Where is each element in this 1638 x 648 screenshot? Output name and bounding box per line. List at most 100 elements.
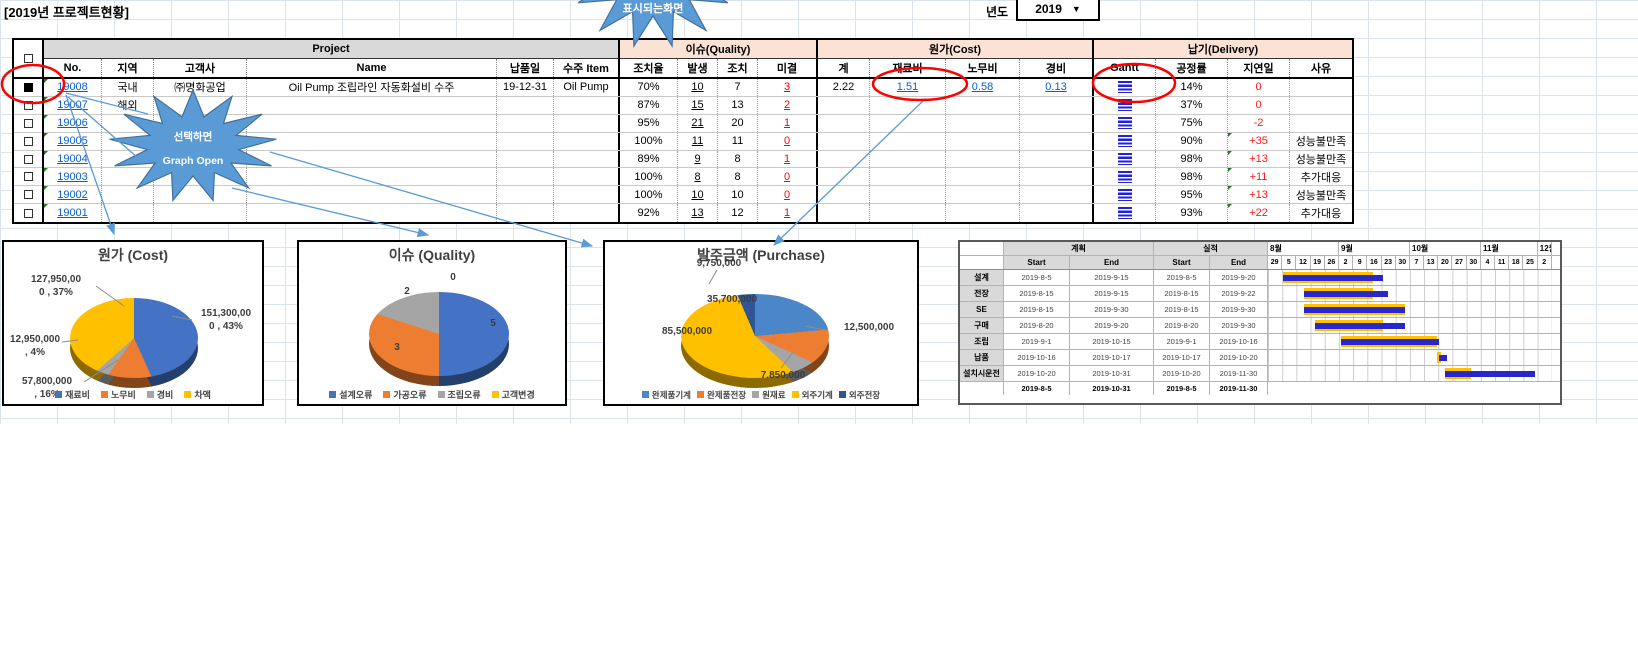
year-value: 2019 (1035, 2, 1062, 16)
project-table: Project 이슈(Quality) 원가(Cost) 납기(Delivery) No… (12, 38, 1354, 225)
year-dropdown[interactable]: 2019 ▼ (1016, 0, 1100, 21)
open-cell: 3 (758, 79, 818, 96)
fixed-cell: 13 (718, 96, 758, 114)
row-checkbox[interactable] (23, 136, 33, 146)
gantt-day-tick: 9 (1353, 256, 1368, 269)
project-no-link[interactable]: 19007 (57, 99, 88, 112)
project-no-link[interactable]: 19004 (57, 153, 88, 165)
open-cell: 0 (758, 186, 818, 204)
gantt-day-tick: 16 (1367, 256, 1382, 269)
legend-item: 완제품전장 (696, 389, 746, 401)
gantt-icon[interactable] (1117, 117, 1132, 130)
total-cell (818, 150, 870, 168)
gantt-cell (1094, 150, 1156, 168)
expense-link[interactable]: 0.13 (1045, 81, 1067, 94)
rate-cell: 92% (620, 204, 678, 223)
pie (681, 294, 829, 378)
gantt-icon[interactable] (1117, 207, 1132, 220)
item-cell (554, 168, 620, 186)
project-no-link[interactable]: 19001 (57, 207, 88, 220)
pie-value-label: 12,950,000 , 4% (9, 334, 61, 358)
project-no-cell: 19003 (44, 168, 102, 186)
gantt-task-row: 납품 2019-10-16 2019-10-17 2019-10-17 2019-10-… (960, 350, 1560, 366)
project-no-link[interactable]: 19003 (57, 170, 88, 183)
gantt-icon[interactable] (1117, 81, 1132, 94)
legend-item: 완제품기계 (641, 389, 691, 401)
gantt-month-header: 10월 (1410, 242, 1481, 255)
pie-value-label: 2 (404, 286, 410, 297)
progress-cell: 75% (1156, 114, 1228, 132)
gantt-icon[interactable] (1117, 135, 1132, 148)
project-no-link[interactable]: 19008 (57, 81, 88, 94)
total-cell (818, 132, 870, 150)
row-checkbox[interactable] (23, 100, 33, 110)
row-checkbox[interactable] (23, 82, 33, 92)
project-no-link[interactable]: 19002 (57, 188, 88, 201)
labor-cell (946, 96, 1020, 114)
gantt-icon[interactable] (1117, 170, 1132, 183)
gantt-icon[interactable] (1117, 153, 1132, 165)
gantt-day-tick: 23 (1381, 256, 1396, 269)
material-cell (870, 132, 946, 150)
column-header: 지역 (102, 59, 154, 77)
column-header: Gantt (1094, 59, 1156, 77)
column-header: 고객사 (154, 59, 247, 77)
delay-cell: +11 (1228, 168, 1290, 186)
column-header: 발생 (678, 59, 718, 77)
fixed-cell: 11 (718, 132, 758, 150)
select-all-checkbox[interactable] (23, 54, 33, 63)
legend-item: 외주전장 (838, 389, 880, 401)
open-cell: 0 (758, 168, 818, 186)
row-checkbox[interactable] (23, 154, 33, 164)
gantt-cell (1094, 79, 1156, 96)
region-cell: 해외 (102, 96, 154, 114)
row-checkbox[interactable] (23, 118, 33, 128)
table-row: 19001 92% 13 12 1 93% +22 추가대응 (44, 204, 1352, 223)
material-link[interactable]: 1.51 (896, 81, 919, 94)
gantt-cell (1094, 186, 1156, 204)
purchase-pie-chart: 발주금액 (Purchase) 35,700,000 12,500,000 7,85… (603, 240, 919, 406)
chart-legend: 완제품기계 완제품전장 원재료 외주기계 외주전장 (605, 389, 917, 401)
expense-cell (1020, 132, 1094, 150)
customer-cell (154, 96, 247, 114)
gantt-icon[interactable] (1117, 99, 1132, 112)
customer-cell (154, 186, 247, 204)
region-cell (102, 186, 154, 204)
delay-cell: -2 (1228, 114, 1290, 132)
gantt-day-tick: 25 (1523, 256, 1538, 269)
table-row: 19006 95% 21 20 1 75% -2 (44, 114, 1352, 133)
project-no-cell: 19007 (44, 96, 102, 114)
labor-link[interactable]: 0.58 (971, 81, 994, 94)
region-cell (102, 168, 154, 186)
row-checkbox[interactable] (23, 208, 33, 218)
legend-item: 외주기계 (791, 389, 833, 401)
project-no-link[interactable]: 19005 (57, 135, 88, 148)
due-cell (497, 186, 554, 204)
reason-cell (1290, 115, 1352, 132)
rate-cell: 100% (620, 186, 678, 204)
labor-cell (946, 150, 1020, 168)
gantt-icon[interactable] (1117, 188, 1132, 201)
delay-cell: 0 (1228, 79, 1290, 96)
row-checkbox[interactable] (23, 172, 33, 182)
reason-cell: 성능불만족 (1295, 154, 1347, 166)
gantt-task-row: 전장 2019-8-15 2019-9-15 2019-8-15 2019-9-22 (960, 286, 1560, 302)
gantt-actual-bar (1282, 274, 1384, 281)
gantt-month-header: 9월 (1339, 242, 1410, 255)
gantt-day-tick: 11 (1495, 256, 1510, 269)
name-cell (247, 150, 497, 168)
open-cell: 1 (758, 204, 818, 223)
occur-cell: 10 (678, 79, 718, 96)
pie-value-label: 12,500,000 (843, 322, 895, 333)
chart-title: 이슈 (Quality) (388, 247, 476, 263)
column-header: 조치율 (620, 59, 678, 77)
open-cell: 1 (758, 114, 818, 132)
reason-cell: 추가대응 (1300, 171, 1342, 184)
legend-item: 설계오류 (329, 388, 372, 401)
column-header: 지연일 (1228, 59, 1290, 77)
due-cell (497, 168, 554, 186)
row-checkbox[interactable] (23, 190, 33, 200)
delay-cell: 0 (1228, 96, 1290, 114)
project-no-link[interactable]: 19006 (57, 117, 88, 130)
